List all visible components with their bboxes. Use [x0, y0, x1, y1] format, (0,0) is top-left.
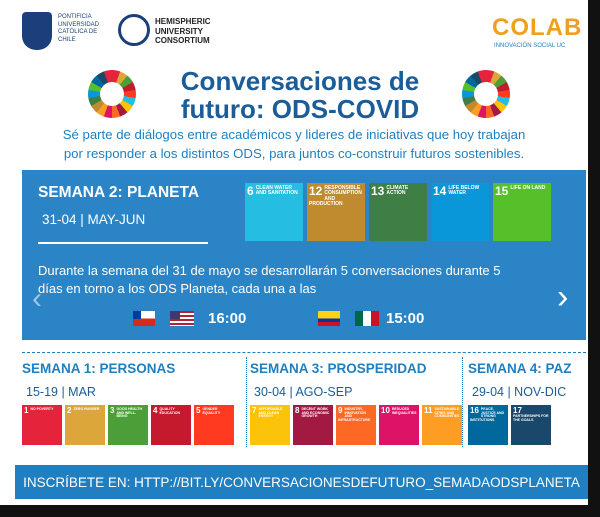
time: 15:00	[386, 310, 425, 327]
sdg-number: 12	[309, 184, 323, 198]
colab-logo: COLAB	[492, 14, 583, 41]
sdg-wheel	[462, 70, 510, 118]
sdg-tile: 7 AFFORDABLE AND CLEAN ENERGY	[250, 405, 290, 445]
sdg-label: NO POVERTY	[30, 407, 54, 411]
week-dates: 30-04 | AGO-SEP	[254, 385, 353, 399]
sdg-tile: 14 LIFE BELOW WATER	[431, 183, 489, 241]
sdg-tile: 13 CLIMATE ACTION	[369, 183, 427, 241]
subtitle-line: por responder a los distintos ODS, para …	[63, 146, 525, 161]
title-line: Conversaciones de	[180, 66, 420, 96]
sdg-number: 10	[381, 406, 390, 415]
sdg-label: PARTNERSHIPS FOR THE GOALS	[513, 414, 549, 423]
separator	[246, 357, 247, 447]
sdg-number: 8	[295, 406, 300, 415]
sdg-label: DECENT WORK AND ECONOMIC GROWTH	[301, 407, 330, 419]
puc-name: PONTIFICIA UNIVERSIDAD CATÓLICA DE CHILE	[58, 14, 100, 43]
sdg-label: CLEAN WATER AND SANITATION	[255, 185, 298, 197]
sdg-label: SUSTAINABLE CITIES AND COMMUNITIES	[434, 407, 460, 419]
sdg-number: 1	[24, 406, 29, 415]
sdg-number: 15	[495, 184, 509, 198]
separator	[22, 352, 586, 353]
sdg-tile: 1 NO POVERTY	[22, 405, 62, 445]
sdg-tile: 2 ZERO HUNGER	[65, 405, 105, 445]
flag-colombia	[318, 311, 340, 326]
poster: PONTIFICIA UNIVERSIDAD CATÓLICA DE CHILE…	[0, 0, 588, 505]
title-line: futuro: ODS-COVID	[180, 94, 420, 124]
sdg-number: 14	[433, 184, 447, 198]
sdg-tile: 11 SUSTAINABLE CITIES AND COMMUNITIES	[422, 405, 462, 445]
sdg-number: 4	[153, 406, 158, 415]
footer-bar: INSCRÍBETE EN: HTTP://BIT.LY/CONVERSACIO…	[15, 465, 588, 499]
sdg-label: INDUSTRY, INNOVATION AND INFRASTRUCTURE	[338, 407, 371, 423]
divider	[38, 242, 208, 244]
sdg-number: 11	[424, 406, 433, 415]
next-arrow[interactable]: ›	[557, 278, 569, 316]
separator	[462, 357, 463, 447]
week-dates: 29-04 | NOV-DIC	[472, 385, 567, 399]
sdg-number: 3	[110, 406, 115, 415]
sdg-label: LIFE BELOW WATER	[448, 185, 480, 197]
description: Durante la semana del 31 de mayo se desa…	[38, 262, 501, 298]
description-line: Durante la semana del 31 de mayo se desa…	[38, 263, 501, 278]
sdg-tile: 10 REDUCED INEQUALITIES	[379, 405, 419, 445]
sdg-tile: 17 PARTNERSHIPS FOR THE GOALS	[511, 405, 551, 445]
flag-usa	[170, 311, 194, 326]
week-title: SEMANA 3: PROSPERIDAD	[250, 361, 427, 376]
sdg-label: RESPONSIBLE CONSUMPTION AND PRODUCTION	[309, 185, 362, 207]
sdg-label: REDUCED INEQUALITIES	[391, 407, 417, 415]
week-dates: 15-19 | MAR	[26, 385, 96, 399]
sdg-label: GOOD HEALTH AND WELL-BEING	[116, 407, 143, 419]
flag-chile	[133, 311, 155, 326]
week-title: SEMANA 2: PLANETA	[38, 184, 200, 201]
sdg-tile: 16 PEACE, JUSTICE AND STRONG INSTITUTIONS	[468, 405, 508, 445]
sdg-tile: 12 RESPONSIBLE CONSUMPTION AND PRODUCTION	[307, 183, 365, 241]
sdg-number: 6	[247, 184, 254, 198]
puc-shield	[22, 12, 52, 50]
sdg-label: GENDER EQUALITY	[202, 407, 221, 415]
sdg-wheel	[88, 70, 136, 118]
sdg-tile: 15 LIFE ON LAND	[493, 183, 551, 241]
huc-seal	[118, 14, 150, 46]
subtitle-line: Sé parte de diálogos entre académicos y …	[62, 127, 526, 142]
sdg-tile: 3 GOOD HEALTH AND WELL-BEING	[108, 405, 148, 445]
sdg-label: ZERO HUNGER	[73, 407, 100, 411]
sdg-tile: 6 CLEAN WATER AND SANITATION	[245, 183, 303, 241]
week-title: SEMANA 4: PAZ	[468, 361, 572, 376]
featured-week-panel: SEMANA 2: PLANETA 31-04 | MAY-JUN Durant…	[22, 170, 586, 340]
sdg-number: 16	[470, 406, 479, 415]
sdg-tile: 5 GENDER EQUALITY	[194, 405, 234, 445]
sdg-label: CLIMATE ACTION	[386, 185, 409, 197]
sdg-number: 2	[67, 406, 72, 415]
sdg-number: 5	[196, 406, 201, 415]
time: 16:00	[208, 310, 247, 327]
sdg-tile: 8 DECENT WORK AND ECONOMIC GROWTH	[293, 405, 333, 445]
week-dates: 31-04 | MAY-JUN	[42, 212, 146, 227]
flag-mexico	[355, 311, 379, 326]
sdg-tile: 9 INDUSTRY, INNOVATION AND INFRASTRUCTURE	[336, 405, 376, 445]
description-line: días en torno a los ODS Planeta, cada un…	[38, 281, 317, 296]
prev-arrow[interactable]: ‹	[32, 282, 42, 315]
signup-link[interactable]: INSCRÍBETE EN: HTTP://BIT.LY/CONVERSACIO…	[23, 475, 580, 490]
sdg-label: QUALITY EDUCATION	[159, 407, 180, 415]
sdg-label: AFFORDABLE AND CLEAN ENERGY	[258, 407, 283, 419]
sdg-number: 13	[371, 184, 385, 198]
week-title: SEMANA 1: PERSONAS	[22, 361, 176, 376]
sdg-label: PEACE, JUSTICE AND STRONG INSTITUTIONS	[470, 407, 505, 423]
sdg-number: 7	[252, 406, 257, 415]
colab-tagline: INNOVACIÓN SOCIAL UC	[494, 43, 566, 49]
sdg-tile: 4 QUALITY EDUCATION	[151, 405, 191, 445]
huc-name: HEMISPHERIC UNIVERSITY CONSORTIUM	[155, 17, 211, 46]
sdg-label: LIFE ON LAND	[510, 185, 546, 191]
sdg-number: 17	[513, 406, 522, 415]
sdg-number: 9	[338, 406, 343, 415]
